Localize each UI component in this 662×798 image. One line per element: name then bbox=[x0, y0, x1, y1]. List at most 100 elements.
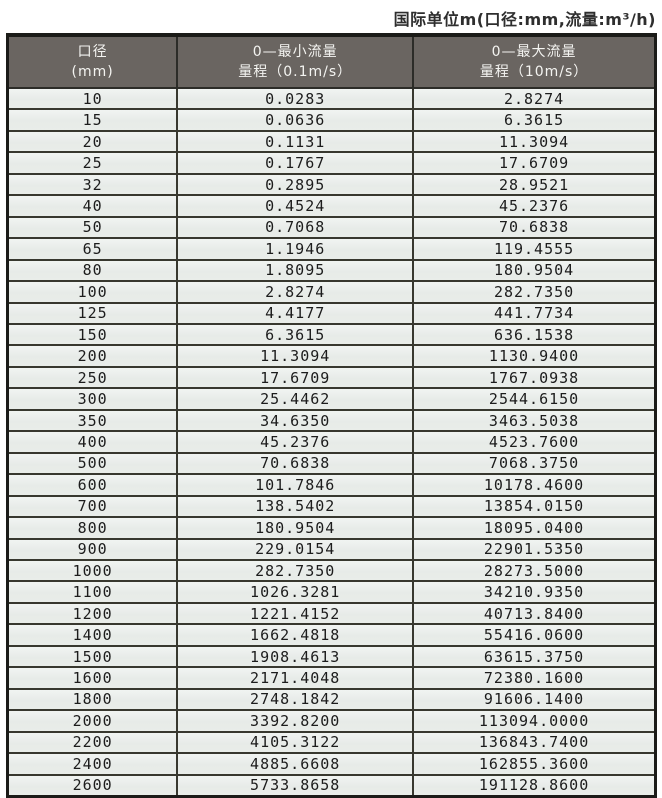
min-flow-cell: 5733.8658 bbox=[176, 773, 415, 798]
diameter-cell: 900 bbox=[6, 537, 179, 561]
table-row: 50 0.7068 70.6838 bbox=[6, 215, 657, 240]
table-row: 40 0.4524 45.2376 bbox=[6, 194, 657, 218]
diameter-cell: 15 bbox=[6, 108, 179, 132]
max-flow-cell: 28.9521 bbox=[412, 172, 657, 197]
max-flow-cell: 1767.0938 bbox=[412, 365, 657, 390]
min-flow-cell: 0.2895 bbox=[176, 172, 415, 197]
min-flow-cell: 1.8095 bbox=[176, 258, 415, 283]
diameter-cell: 100 bbox=[6, 280, 179, 304]
diameter-cell: 400 bbox=[6, 430, 179, 454]
table-row: 100 2.8274 282.7350 bbox=[6, 280, 657, 304]
max-flow-cell: 1130.9400 bbox=[412, 344, 657, 368]
diameter-cell: 40 bbox=[6, 194, 179, 218]
min-flow-cell: 25.4462 bbox=[176, 387, 415, 411]
min-flow-cell: 1908.4613 bbox=[176, 644, 415, 669]
max-flow-cell: 70.6838 bbox=[412, 215, 657, 240]
header-row: 口径 (mm) 0—最小流量 量程（0.1m/s） 0—最大流量 量程（10m/… bbox=[6, 34, 657, 89]
min-flow-cell: 1221.4152 bbox=[176, 601, 415, 626]
table-row: 900 229.0154 22901.5350 bbox=[6, 537, 657, 561]
min-flow-cell: 138.5402 bbox=[176, 494, 415, 519]
table-row: 800 180.9504 18095.0400 bbox=[6, 516, 657, 540]
max-flow-cell: 40713.8400 bbox=[412, 601, 657, 626]
min-flow-cell: 101.7846 bbox=[176, 473, 415, 497]
max-flow-cell: 28273.5000 bbox=[412, 558, 657, 583]
table-row: 1800 2748.1842 91606.1400 bbox=[6, 687, 657, 712]
table-row: 2400 4885.6608 162855.3600 bbox=[6, 752, 657, 776]
min-flow-cell: 6.3615 bbox=[176, 322, 415, 347]
min-flow-cell: 0.0283 bbox=[176, 86, 415, 111]
max-flow-cell: 45.2376 bbox=[412, 194, 657, 218]
table-row: 80 1.8095 180.9504 bbox=[6, 258, 657, 283]
diameter-cell: 200 bbox=[6, 344, 179, 368]
max-flow-cell: 2.8274 bbox=[412, 86, 657, 111]
max-flow-cell: 34210.9350 bbox=[412, 580, 657, 604]
max-flow-cell: 136843.7400 bbox=[412, 730, 657, 755]
diameter-cell: 10 bbox=[6, 86, 179, 111]
table-row: 15 0.0636 6.3615 bbox=[6, 108, 657, 132]
table-row: 1500 1908.4613 63615.3750 bbox=[6, 644, 657, 669]
min-flow-cell: 1662.4818 bbox=[176, 623, 415, 647]
min-flow-cell: 4105.3122 bbox=[176, 730, 415, 755]
min-flow-cell: 45.2376 bbox=[176, 430, 415, 454]
min-flow-cell: 229.0154 bbox=[176, 537, 415, 561]
table-row: 65 1.1946 119.4555 bbox=[6, 237, 657, 261]
diameter-cell: 125 bbox=[6, 301, 179, 326]
diameter-cell: 2000 bbox=[6, 709, 179, 733]
diameter-cell: 20 bbox=[6, 129, 179, 154]
column-header-diameter: 口径 (mm) bbox=[6, 34, 179, 89]
max-flow-cell: 4523.7600 bbox=[412, 430, 657, 454]
max-flow-cell: 191128.8600 bbox=[412, 773, 657, 798]
table-row: 2000 3392.8200 113094.0000 bbox=[6, 709, 657, 733]
table-row: 150 6.3615 636.1538 bbox=[6, 322, 657, 347]
table-row: 125 4.4177 441.7734 bbox=[6, 301, 657, 326]
max-flow-cell: 441.7734 bbox=[412, 301, 657, 326]
min-flow-cell: 17.6709 bbox=[176, 365, 415, 390]
table-row: 20 0.1131 11.3094 bbox=[6, 129, 657, 154]
min-flow-cell: 3392.8200 bbox=[176, 709, 415, 733]
table-row: 32 0.2895 28.9521 bbox=[6, 172, 657, 197]
max-flow-cell: 22901.5350 bbox=[412, 537, 657, 561]
max-flow-cell: 55416.0600 bbox=[412, 623, 657, 647]
page-title: 国际单位m(口径:mm,流量:m³/h) bbox=[393, 9, 656, 29]
diameter-cell: 150 bbox=[6, 322, 179, 347]
max-flow-cell: 282.7350 bbox=[412, 280, 657, 304]
min-flow-cell: 0.1131 bbox=[176, 129, 415, 154]
min-flow-cell: 1026.3281 bbox=[176, 580, 415, 604]
table-row: 1600 2171.4048 72380.1600 bbox=[6, 666, 657, 690]
table-row: 2200 4105.3122 136843.7400 bbox=[6, 730, 657, 755]
diameter-cell: 250 bbox=[6, 365, 179, 390]
diameter-cell: 800 bbox=[6, 516, 179, 540]
column-header-line: 0—最大流量 bbox=[491, 43, 577, 60]
column-header-line: 0—最小流量 bbox=[252, 43, 338, 60]
diameter-cell: 1800 bbox=[6, 687, 179, 712]
table-row: 1100 1026.3281 34210.9350 bbox=[6, 580, 657, 604]
max-flow-cell: 162855.3600 bbox=[412, 752, 657, 776]
table-header: 口径 (mm) 0—最小流量 量程（0.1m/s） 0—最大流量 量程（10m/… bbox=[6, 34, 657, 89]
column-header-line: 量程（10m/s） bbox=[479, 64, 589, 80]
min-flow-cell: 0.4524 bbox=[176, 194, 415, 218]
max-flow-cell: 17.6709 bbox=[412, 151, 657, 175]
min-flow-cell: 2748.1842 bbox=[176, 687, 415, 712]
diameter-cell: 1500 bbox=[6, 644, 179, 669]
table-row: 10 0.0283 2.8274 bbox=[6, 86, 657, 111]
max-flow-cell: 2544.6150 bbox=[412, 387, 657, 411]
max-flow-cell: 636.1538 bbox=[412, 322, 657, 347]
table-row: 350 34.6350 3463.5038 bbox=[6, 408, 657, 433]
diameter-cell: 1200 bbox=[6, 601, 179, 626]
table-row: 200 11.3094 1130.9400 bbox=[6, 344, 657, 368]
column-header-min-flow: 0—最小流量 量程（0.1m/s） bbox=[176, 34, 415, 89]
min-flow-cell: 70.6838 bbox=[176, 451, 415, 476]
min-flow-cell: 11.3094 bbox=[176, 344, 415, 368]
table-row: 2600 5733.8658 191128.8600 bbox=[6, 773, 657, 798]
max-flow-cell: 180.9504 bbox=[412, 258, 657, 283]
diameter-cell: 1600 bbox=[6, 666, 179, 690]
diameter-cell: 500 bbox=[6, 451, 179, 476]
diameter-cell: 600 bbox=[6, 473, 179, 497]
column-header-line: (mm) bbox=[71, 64, 114, 80]
table-row: 600 101.7846 10178.4600 bbox=[6, 473, 657, 497]
table-row: 400 45.2376 4523.7600 bbox=[6, 430, 657, 454]
diameter-cell: 25 bbox=[6, 151, 179, 175]
table-row: 25 0.1767 17.6709 bbox=[6, 151, 657, 175]
min-flow-cell: 2.8274 bbox=[176, 280, 415, 304]
diameter-cell: 32 bbox=[6, 172, 179, 197]
